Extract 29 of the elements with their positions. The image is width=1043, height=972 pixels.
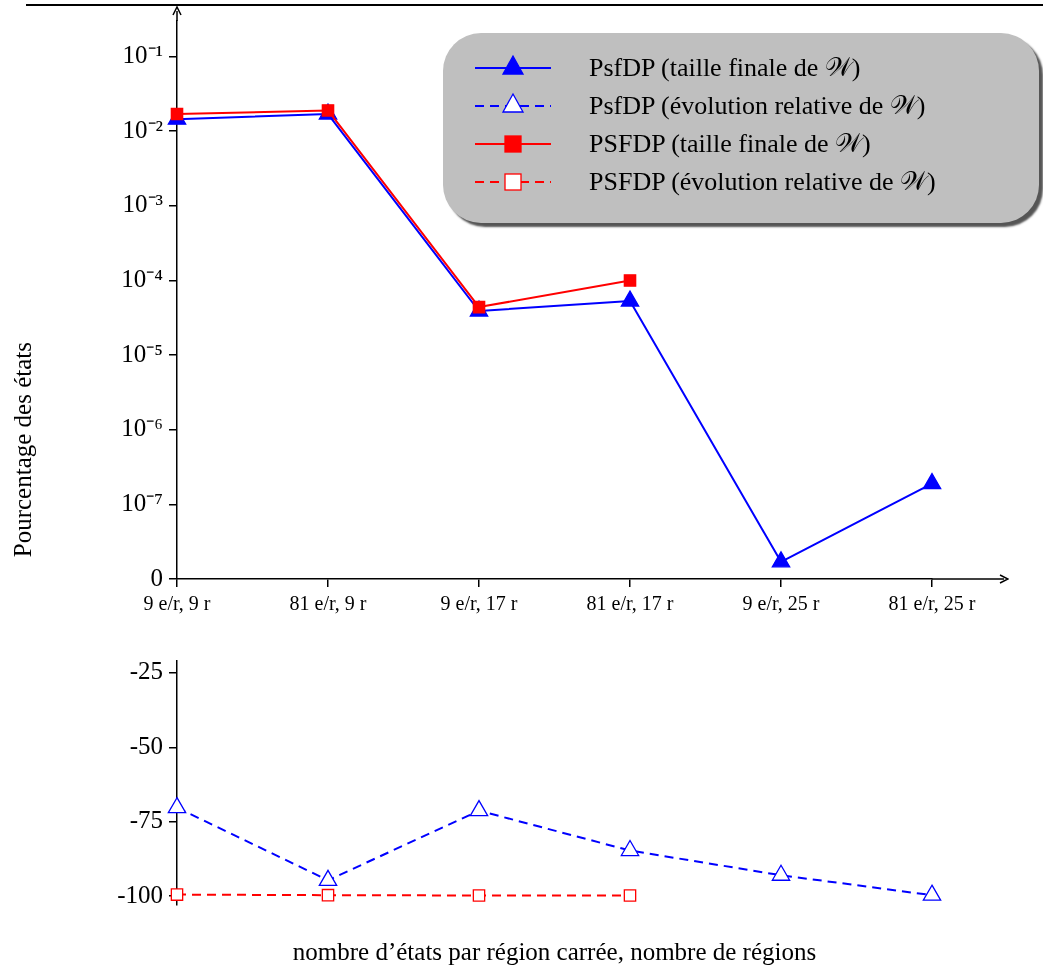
text: PSFDP (évolution relative de 𝒲) — [589, 167, 936, 196]
legend-label: PSFDP (taille finale de 𝒲) — [589, 129, 871, 159]
point — [170, 107, 184, 121]
x-tick-label: 9 e/r, 9 r — [143, 592, 211, 615]
y-tick-label: 10⁻² — [122, 115, 163, 143]
y-tick-label: -75 — [129, 806, 163, 834]
y-tick-label: 0 — [150, 563, 163, 591]
point — [771, 551, 791, 568]
x-tick-label: 81 e/r, 9 r — [289, 592, 367, 615]
y-tick-label: 10⁻⁷ — [121, 488, 163, 516]
legend-label: PsfDP (taille finale de 𝒲) — [589, 53, 861, 83]
x-axis-title: nombre d’états par région carrée, nombre de régions — [292, 937, 817, 965]
x-tick-label: 9 e/r, 17 r — [440, 592, 518, 615]
y-tick-label: 10⁻⁴ — [121, 265, 164, 293]
y-tick-label: -25 — [129, 657, 163, 685]
y-tick-label: -50 — [129, 731, 163, 759]
y-tick-label: 10⁻³ — [122, 190, 164, 218]
y-axis-title: Pourcentage des états — [9, 342, 37, 558]
point — [922, 472, 942, 490]
point — [623, 274, 637, 287]
y-tick-label: 10⁻⁵ — [121, 339, 163, 367]
y-tick-label: 10⁻⁶ — [121, 414, 163, 442]
y-tick-label: -100 — [117, 880, 163, 908]
point — [620, 290, 640, 307]
y-tick-label: 10⁻¹ — [122, 41, 163, 69]
x-tick-label: 81 e/r, 17 r — [586, 592, 674, 615]
x-tick-label: 9 e/r, 25 r — [742, 592, 820, 615]
x-tick-label: 81 e/r, 25 r — [888, 592, 976, 615]
text: PsfDP (évolution relative de 𝒲) — [589, 91, 926, 120]
